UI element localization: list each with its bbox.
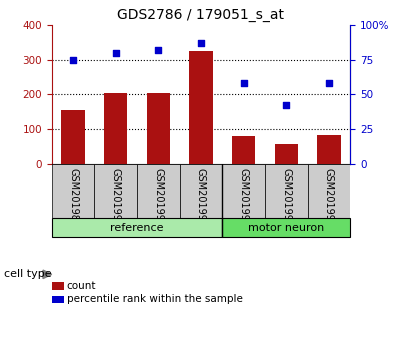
Point: [198, 40, 204, 46]
Bar: [179, 164, 222, 218]
Point: [113, 50, 119, 56]
Text: motor neuron: motor neuron: [248, 223, 324, 233]
Point: [240, 80, 247, 86]
Bar: [265, 164, 308, 218]
Point: [70, 57, 76, 62]
Point: [155, 47, 162, 53]
Bar: [52, 218, 222, 237]
Bar: [137, 164, 179, 218]
Text: GSM201994: GSM201994: [281, 168, 291, 227]
Bar: [317, 135, 341, 164]
Polygon shape: [43, 270, 52, 279]
Text: GSM201995: GSM201995: [324, 168, 334, 227]
Bar: [61, 110, 85, 164]
Text: GSM201990: GSM201990: [111, 168, 121, 227]
Bar: [94, 164, 137, 218]
Bar: [52, 164, 94, 218]
Point: [326, 80, 332, 86]
Text: percentile rank within the sample: percentile rank within the sample: [67, 295, 243, 304]
Bar: [222, 164, 265, 218]
Text: GSM201989: GSM201989: [68, 168, 78, 227]
Point: [283, 103, 289, 108]
Bar: [308, 164, 350, 218]
Text: reference: reference: [110, 223, 164, 233]
Bar: [232, 136, 256, 164]
Bar: [104, 92, 127, 164]
Text: cell type: cell type: [4, 269, 52, 279]
Text: GSM201992: GSM201992: [196, 168, 206, 227]
Text: count: count: [67, 281, 96, 291]
Title: GDS2786 / 179051_s_at: GDS2786 / 179051_s_at: [117, 8, 285, 22]
Bar: [146, 92, 170, 164]
Bar: [275, 144, 298, 164]
Bar: [222, 218, 350, 237]
Bar: [189, 51, 213, 164]
Text: GSM201991: GSM201991: [153, 168, 163, 227]
Text: GSM201993: GSM201993: [239, 168, 249, 227]
